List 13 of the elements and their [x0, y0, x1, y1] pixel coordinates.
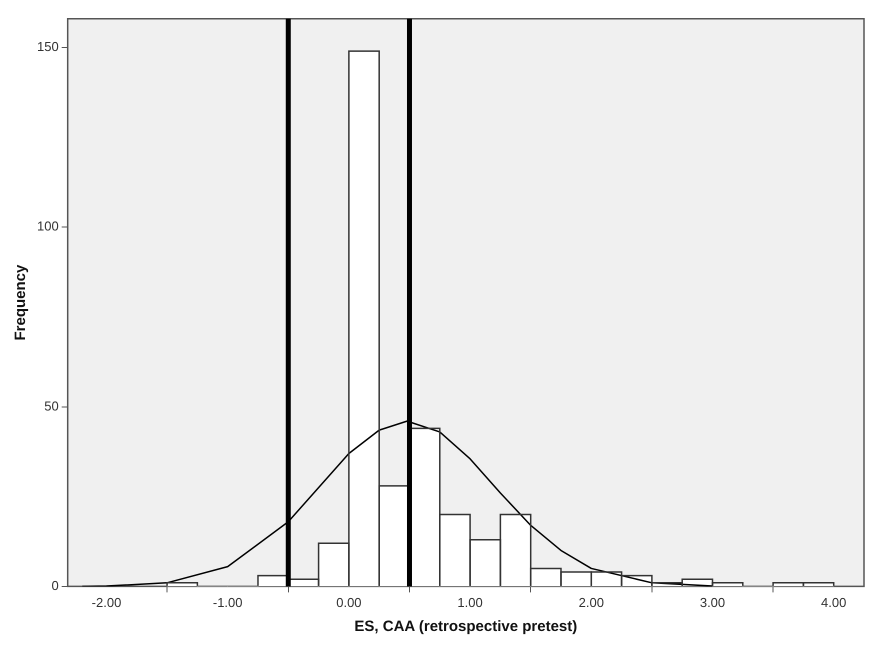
y-tick-label: 0	[51, 578, 59, 593]
y-tick-label: 100	[36, 218, 59, 234]
x-tick-label: 4.00	[821, 594, 846, 610]
x-tick-label: 1.00	[457, 594, 483, 610]
x-tick-label: 2.00	[578, 594, 604, 610]
y-axis-title: Frequency	[12, 264, 30, 341]
y-tick-label: 50	[44, 398, 59, 414]
x-tick-label: -2.00	[92, 594, 122, 610]
x-tick-label: -1.00	[212, 594, 242, 610]
x-tick-label: 0.00	[336, 594, 362, 610]
x-tick-label: 3.00	[700, 594, 726, 610]
x-axis-title: ES, CAA (retrospective pretest)	[354, 618, 578, 636]
y-tick-label: 150	[36, 39, 59, 54]
